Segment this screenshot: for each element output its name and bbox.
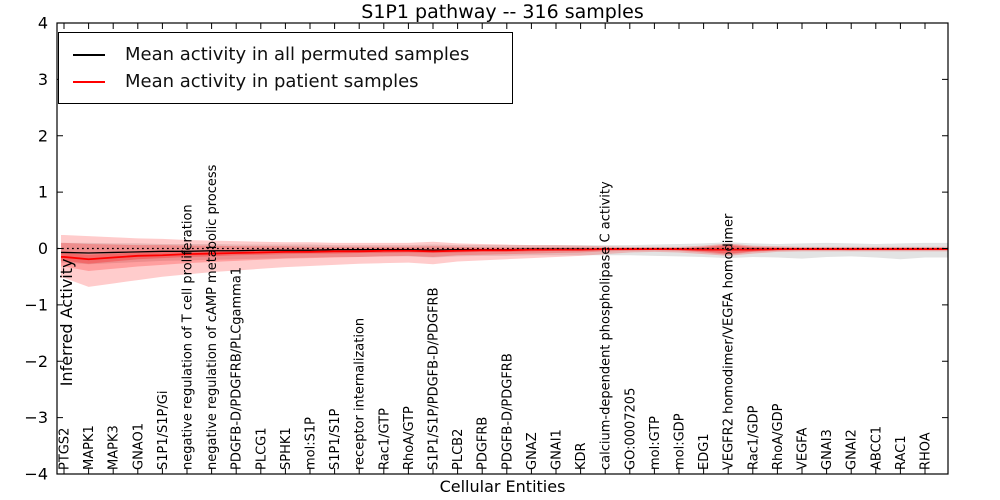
legend-item-patient: Mean activity in patient samples [73, 68, 498, 95]
y-tick-label: 1 [38, 183, 48, 202]
y-tick-label: −3 [24, 408, 48, 427]
x-tick-label: VEGFA [796, 428, 811, 470]
x-tick-label: RhoA/GTP [402, 406, 417, 470]
chart-title: S1P1 pathway -- 316 samples [361, 1, 644, 23]
x-tick-label: PTGS2 [58, 428, 73, 470]
y-tick-label: 0 [38, 239, 48, 258]
x-tick-label: GO:0007205 [623, 388, 638, 470]
y-tick-label: −1 [24, 295, 48, 314]
x-tick-label: calcium-dependent phospholipase C activi… [599, 181, 614, 470]
x-tick-label: mol:S1P [304, 417, 319, 470]
x-tick-label: PDGFB-D/PDGFRB [500, 353, 515, 470]
x-tick-label: mol:GDP [673, 413, 688, 470]
x-tick-label: PDGFB-D/PDGFRB/PLCgamma1 [230, 267, 245, 470]
legend-item-permuted: Mean activity in all permuted samples [73, 41, 498, 68]
y-tick-label: 2 [38, 126, 48, 145]
x-tick-label: GNAI2 [845, 429, 860, 470]
x-tick-label: MAPK1 [82, 425, 97, 470]
x-tick-label: PLCG1 [254, 427, 269, 470]
legend-label-permuted: Mean activity in all permuted samples [125, 44, 470, 65]
permuted-line-swatch [73, 53, 105, 56]
x-tick-label: SPHK1 [279, 427, 294, 470]
x-tick-label: EDG1 [697, 433, 712, 470]
x-tick-label: S1P1/S1P [328, 408, 343, 470]
y-tick-label: −2 [24, 352, 48, 371]
x-tick-label: negative regulation of T cell proliferat… [181, 204, 196, 470]
x-tick-label: negative regulation of cAMP metabolic pr… [205, 164, 220, 470]
x-tick-label: S1P1/S1P/Gi [156, 391, 171, 470]
patient-line-swatch [73, 80, 105, 83]
x-tick-label: Rac1/GTP [377, 408, 392, 470]
x-tick-label: GNAI1 [550, 429, 565, 470]
x-tick-label: PDGFRB [476, 417, 491, 470]
x-tick-label: receptor internalization [353, 318, 368, 470]
x-tick-label: KDR [574, 442, 589, 470]
legend: Mean activity in all permuted samples Me… [58, 32, 513, 104]
x-tick-label: S1P1/S1P/PDGFB-D/PDGFRB [427, 287, 442, 470]
x-tick-label: ABCC1 [869, 426, 884, 470]
x-tick-label: PLCB2 [451, 429, 466, 470]
y-tick-label: −4 [24, 465, 48, 484]
y-tick-label: 3 [38, 70, 48, 89]
x-axis-label: Cellular Entities [439, 477, 566, 496]
x-tick-label: RhoA/GDP [771, 403, 786, 470]
x-tick-label: GNAZ [525, 432, 540, 470]
legend-label-patient: Mean activity in patient samples [125, 71, 419, 92]
x-tick-label: MAPK3 [107, 425, 122, 470]
band-permuted-std [61, 242, 948, 265]
x-tick-label: mol:GTP [648, 416, 663, 470]
y-tick-label: 4 [38, 14, 48, 33]
x-tick-label: RHOA [919, 432, 934, 470]
y-axis-label: Inferred Activity [56, 258, 76, 387]
x-tick-label: GNAO1 [131, 423, 146, 470]
x-tick-label: RAC1 [894, 435, 909, 470]
x-tick-label: Rac1/GDP [746, 405, 761, 470]
x-tick-label: VEGFR2 homodimer/VEGFA homodimer [722, 213, 737, 470]
x-tick-label: GNAI3 [820, 429, 835, 470]
